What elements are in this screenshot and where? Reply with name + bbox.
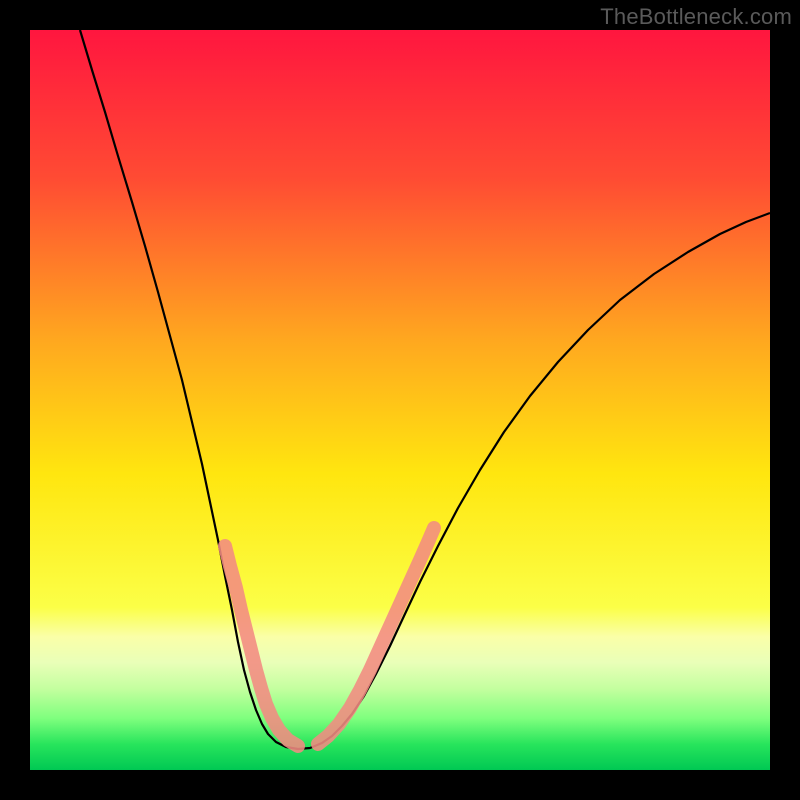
bottleneck-curve — [80, 30, 770, 749]
confidence-band-left — [225, 546, 298, 746]
confidence-band-right — [318, 528, 434, 744]
chart-stage: TheBottleneck.com — [0, 0, 800, 800]
curve-layer — [30, 30, 770, 770]
plot-area — [30, 30, 770, 770]
watermark-text: TheBottleneck.com — [600, 4, 792, 30]
